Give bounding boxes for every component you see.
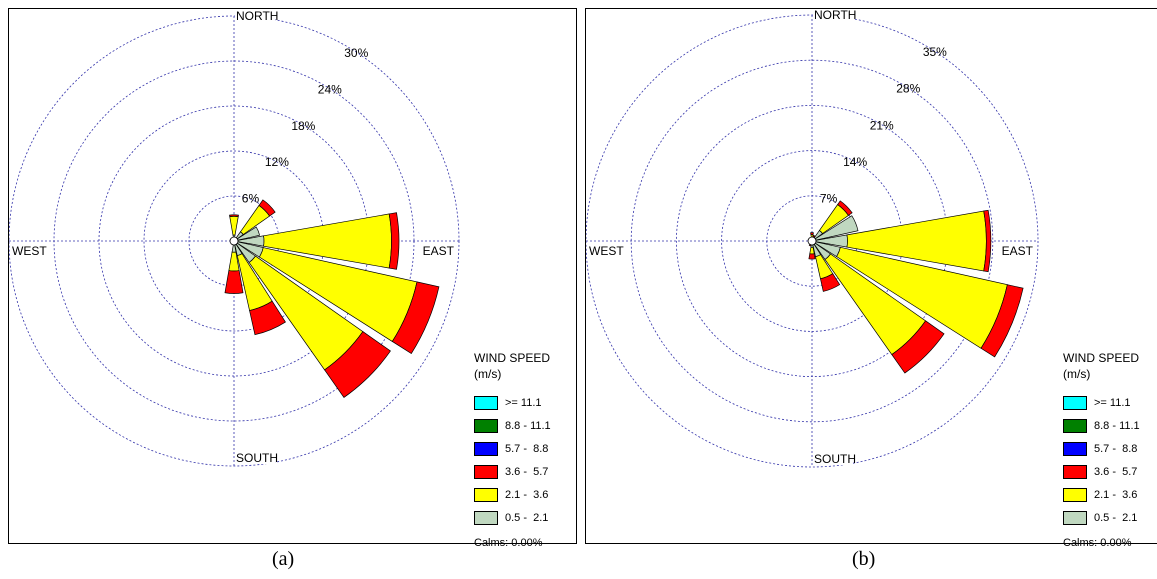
- legend-swatch: [474, 442, 498, 456]
- legend-swatch: [474, 419, 498, 433]
- legend-calms: Calms: 0.00%: [1063, 537, 1131, 550]
- legend-label: 8.8 - 11.1: [505, 420, 551, 433]
- legend-label: 0.5 - 2.1: [505, 512, 548, 525]
- petal-segment: [811, 233, 814, 235]
- legend-label: 3.6 - 5.7: [1094, 466, 1137, 479]
- ring-label: 14%: [843, 155, 867, 169]
- legend-swatch: [1063, 488, 1087, 502]
- ring-label: 28%: [896, 82, 920, 96]
- legend-label: 2.1 - 3.6: [505, 489, 548, 502]
- ring-label: 35%: [923, 45, 947, 59]
- legend-swatch: [474, 488, 498, 502]
- direction-label-east: EAST: [1002, 244, 1034, 258]
- legend-swatch: [1063, 465, 1087, 479]
- petal-segment: [809, 254, 815, 259]
- direction-label-south: SOUTH: [236, 451, 278, 465]
- legend-item: 8.8 - 11.1: [1063, 419, 1157, 433]
- direction-label-west: WEST: [12, 244, 47, 258]
- legend-label: 8.8 - 11.1: [1094, 420, 1140, 433]
- legend-swatch: [474, 465, 498, 479]
- legend-item: 5.7 - 8.8: [1063, 442, 1157, 456]
- petal-segment: [225, 271, 243, 294]
- legend-unit: (m/s): [474, 367, 501, 381]
- legend-calms: Calms: 0.00%: [474, 537, 542, 550]
- legend-title: WIND SPEED: [1063, 351, 1139, 365]
- calm-circle: [808, 237, 816, 245]
- legend-item: 2.1 - 3.6: [1063, 488, 1157, 502]
- panel-caption-b: (b): [852, 548, 875, 571]
- ring-label: 12%: [265, 155, 289, 169]
- panel-caption-a: (a): [272, 548, 294, 571]
- ring-label: 6%: [242, 192, 260, 206]
- legend-swatch: [1063, 442, 1087, 456]
- legend-item: 3.6 - 5.7: [1063, 465, 1157, 479]
- legend-swatch: [1063, 511, 1087, 525]
- legend-label: 5.7 - 8.8: [1094, 443, 1137, 456]
- ring-label: 21%: [870, 118, 894, 132]
- legend-label: 0.5 - 2.1: [1094, 512, 1137, 525]
- legend-swatch: [1063, 396, 1087, 410]
- legend-unit: (m/s): [1063, 367, 1090, 381]
- legend-label: >= 11.1: [505, 397, 542, 410]
- ring-label: 24%: [318, 82, 342, 96]
- legend-item: 0.5 - 2.1: [1063, 511, 1157, 525]
- direction-label-east: EAST: [423, 244, 455, 258]
- direction-label-north: NORTH: [236, 9, 278, 23]
- legend-swatch: [474, 396, 498, 410]
- legend-swatch: [474, 511, 498, 525]
- ring-label: 30%: [344, 46, 368, 60]
- wind-rose-panel-b: 7% 14% 21% 28% 35% NORTH EAST SOUTH WEST WIND SP…: [585, 8, 1157, 544]
- petal-segment: [810, 247, 814, 254]
- petal-segment: [229, 215, 238, 217]
- wind-rose-panel-a: 6% 12% 18% 24% 30% NORTH EAST SOUTH WEST WIND SP…: [8, 8, 577, 544]
- legend-label: 3.6 - 5.7: [505, 466, 548, 479]
- legend-swatch: [1063, 419, 1087, 433]
- legend-item: >= 11.1: [1063, 396, 1157, 410]
- ring-label: 7%: [820, 191, 838, 205]
- legend-label: >= 11.1: [1094, 397, 1131, 410]
- legend-label: 5.7 - 8.8: [505, 443, 548, 456]
- direction-label-north: NORTH: [814, 9, 856, 22]
- ring-label: 18%: [291, 119, 315, 133]
- calm-circle: [230, 237, 238, 245]
- legend-title: WIND SPEED: [474, 351, 550, 365]
- legend-label: 2.1 - 3.6: [1094, 489, 1137, 502]
- petal-segment: [230, 216, 239, 235]
- direction-label-west: WEST: [589, 244, 624, 258]
- direction-label-south: SOUTH: [814, 452, 856, 466]
